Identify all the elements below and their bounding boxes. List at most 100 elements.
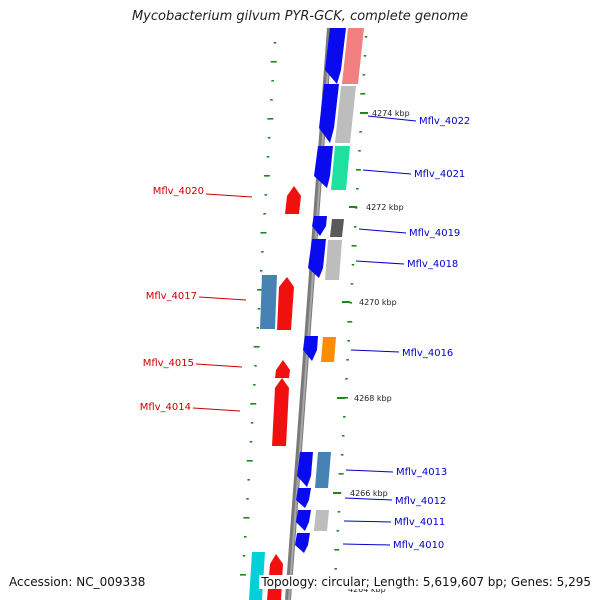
label-leader-line xyxy=(350,349,400,353)
gc-mark xyxy=(355,169,361,171)
gene-label[interactable]: Mflv_4011 xyxy=(394,517,445,528)
gene-arrow-reverse[interactable] xyxy=(277,277,294,330)
gc-mark xyxy=(337,511,341,513)
gc-mark xyxy=(334,549,340,551)
label-leader-line xyxy=(343,520,392,523)
gc-mark xyxy=(263,213,266,215)
gc-mark xyxy=(253,384,256,386)
label-leader-line xyxy=(358,228,407,234)
gc-mark xyxy=(360,93,366,95)
gene-label[interactable]: Mflv_4015 xyxy=(143,358,194,369)
gc-mark xyxy=(260,232,267,234)
gc-mark xyxy=(342,397,348,399)
gc-mark xyxy=(358,150,361,152)
gc-mark xyxy=(261,251,264,253)
gc-mark xyxy=(338,473,344,475)
gc-mark xyxy=(254,365,257,367)
cog-block[interactable] xyxy=(321,337,336,362)
gc-mark xyxy=(267,137,271,139)
gene-arrow-forward[interactable] xyxy=(303,336,318,361)
gc-mark xyxy=(273,42,277,44)
cog-block[interactable] xyxy=(315,452,331,488)
gc-content-marks xyxy=(239,36,368,589)
tick-label: 4266 kbp xyxy=(350,489,388,498)
gc-mark xyxy=(356,188,359,190)
gc-mark xyxy=(342,435,345,437)
gc-mark xyxy=(334,568,337,570)
gene-label[interactable]: Mflv_4021 xyxy=(414,169,465,180)
gene-label[interactable]: Mflv_4013 xyxy=(396,467,447,478)
gc-mark xyxy=(353,226,357,228)
gc-mark xyxy=(264,194,268,196)
cog-block[interactable] xyxy=(331,146,350,190)
label-leader-line xyxy=(192,407,241,412)
cog-block[interactable] xyxy=(314,510,329,531)
gc-mark xyxy=(257,308,261,310)
gene-label[interactable]: Mflv_4020 xyxy=(153,186,204,197)
gene-arrow-forward[interactable] xyxy=(295,533,310,553)
label-leader-line xyxy=(342,543,391,546)
gene-label[interactable]: Mflv_4018 xyxy=(407,259,458,270)
gc-mark xyxy=(351,245,357,247)
gene-label[interactable]: Mflv_4012 xyxy=(395,496,446,507)
gene-arrow-forward[interactable] xyxy=(325,28,346,84)
gc-mark xyxy=(343,416,346,418)
label-leader-line xyxy=(367,115,417,122)
gc-mark xyxy=(246,460,253,462)
gene-label[interactable]: Mflv_4019 xyxy=(409,228,460,239)
gene-arrow-forward[interactable] xyxy=(308,239,326,278)
map-title: Mycobacterium gilvum PYR-GCK, complete g… xyxy=(131,9,469,24)
gene-arrow-forward[interactable] xyxy=(296,488,311,508)
left-gene-labels: Mflv_4020 Mflv_4017 Mflv_4015 Mflv_4014 xyxy=(140,186,253,413)
gc-mark xyxy=(349,302,353,304)
gene-arrow-forward[interactable] xyxy=(296,510,311,531)
tick-label: 4272 kbp xyxy=(366,203,404,212)
label-leader-line xyxy=(344,497,393,501)
gc-mark xyxy=(270,99,273,101)
gene-arrow-forward[interactable] xyxy=(297,452,313,487)
gc-mark xyxy=(267,118,274,120)
gene-label[interactable]: Mflv_4010 xyxy=(393,540,444,551)
gene-label[interactable]: Mflv_4016 xyxy=(402,348,453,359)
gene-arrow-forward[interactable] xyxy=(319,84,339,143)
label-leader-line xyxy=(362,169,412,175)
gene-label[interactable]: Mflv_4014 xyxy=(140,402,191,413)
tick-label: 4274 kbp xyxy=(372,109,410,118)
gene-arrow-reverse[interactable] xyxy=(285,186,301,214)
label-leader-line xyxy=(198,296,247,301)
cog-block[interactable] xyxy=(260,275,277,329)
tick-label: 4264 kbp xyxy=(348,585,386,594)
gc-mark xyxy=(256,327,260,329)
gene-arrow-reverse[interactable] xyxy=(272,378,289,446)
forward-genes xyxy=(295,28,346,553)
gc-mark xyxy=(336,530,340,532)
cog-track xyxy=(249,28,364,600)
gc-mark xyxy=(243,536,247,538)
gene-arrow-forward[interactable] xyxy=(312,216,327,236)
gc-mark xyxy=(346,359,349,361)
cog-block[interactable] xyxy=(335,86,356,143)
label-leader-line xyxy=(205,193,253,198)
cog-block[interactable] xyxy=(342,28,364,84)
gene-arrow-forward[interactable] xyxy=(314,146,333,188)
gc-mark xyxy=(239,574,246,576)
gc-mark xyxy=(364,36,368,38)
gc-mark xyxy=(363,55,367,57)
gene-label[interactable]: Mflv_4022 xyxy=(419,116,470,127)
label-leader-line xyxy=(355,260,405,265)
right-gene-labels: Mflv_4022 Mflv_4021 Mflv_4019 Mflv_4018 … xyxy=(342,115,470,551)
gc-mark xyxy=(351,264,355,266)
gc-mark xyxy=(250,422,254,424)
gene-label[interactable]: Mflv_4017 xyxy=(146,291,197,302)
label-leader-line xyxy=(345,469,394,473)
cog-block[interactable] xyxy=(330,219,344,237)
gene-arrow-reverse[interactable] xyxy=(275,360,290,378)
gc-mark xyxy=(253,346,260,348)
gc-mark xyxy=(263,175,270,177)
genome-summary-text: Topology: circular; Length: 5,619,607 bp… xyxy=(259,575,591,589)
cog-block[interactable] xyxy=(325,240,342,280)
coordinate-ticks: 4274 kbp 4272 kbp 4270 kbp 4268 kbp 4266… xyxy=(333,109,410,594)
gc-mark xyxy=(247,479,250,481)
tick-label: 4270 kbp xyxy=(359,298,397,307)
